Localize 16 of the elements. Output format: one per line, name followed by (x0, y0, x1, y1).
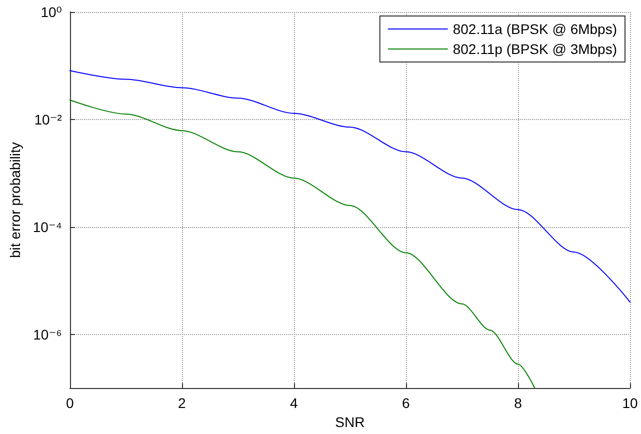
y-tick-label: 10⁰ (40, 4, 62, 20)
x-axis-title: SNR (335, 414, 365, 430)
x-tick-label: 4 (290, 395, 298, 412)
line-series (69, 70, 630, 303)
y-axis-title: bit error probability (7, 142, 23, 258)
x-tick-label: 2 (178, 395, 186, 412)
y-tick-label: 10⁻⁴ (32, 218, 62, 235)
y-tick-label: 10⁻² (34, 111, 62, 128)
legend-label: 802.11a (BPSK @ 6Mbps) (452, 21, 618, 37)
legend-label: 802.11p (BPSK @ 3Mbps) (452, 41, 618, 57)
y-tick-label: 10⁻⁶ (33, 326, 62, 342)
x-tick-label: 8 (514, 395, 522, 412)
x-tick-label: 6 (402, 395, 410, 412)
x-tick-label: 0 (66, 395, 74, 412)
x-tick-label: 10 (622, 395, 638, 412)
line-series (69, 100, 536, 389)
